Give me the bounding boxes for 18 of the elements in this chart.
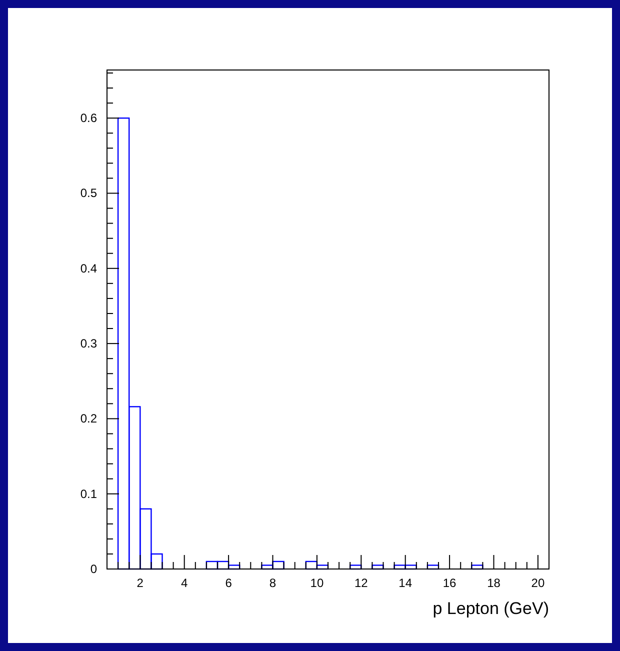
x-tick-label: 4: [181, 576, 188, 590]
x-tick-label: 14: [398, 576, 412, 590]
x-tick-label: 16: [442, 576, 457, 590]
y-tick-label: 0.5: [80, 186, 98, 200]
x-tick-label: 20: [531, 576, 545, 590]
x-tick-label: 12: [354, 576, 368, 590]
y-tick-label: 0: [90, 562, 98, 576]
x-tick-label: 6: [225, 576, 232, 590]
y-tick-label: 0.2: [80, 412, 98, 426]
x-tick-label: 10: [310, 576, 324, 590]
x-tick-label: 18: [487, 576, 501, 590]
x-axis-title: p Lepton (GeV): [432, 599, 549, 618]
y-tick-label: 0.3: [80, 336, 98, 351]
y-tick-label: 0.4: [80, 261, 98, 276]
x-tick-label: 8: [269, 576, 276, 590]
y-tick-label: 0.6: [80, 111, 98, 126]
x-tick-label: 2: [136, 576, 144, 590]
y-tick-label: 0.1: [80, 486, 98, 501]
